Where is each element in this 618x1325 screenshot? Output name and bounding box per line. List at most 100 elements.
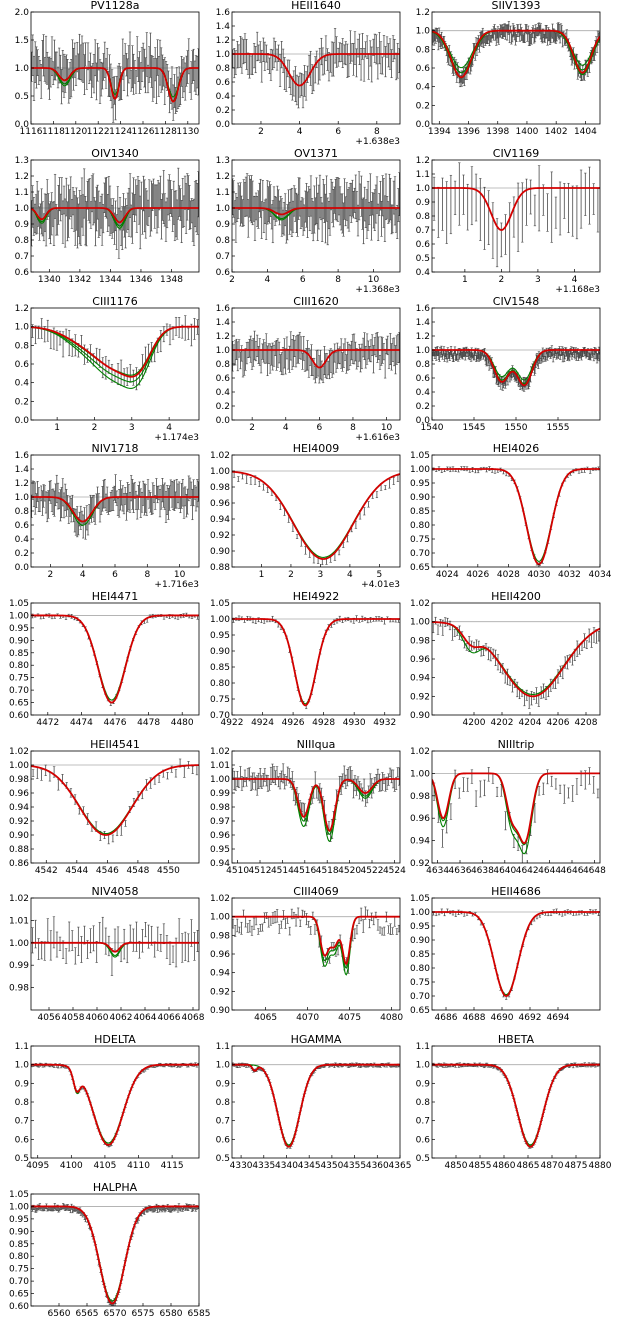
data-point — [436, 624, 440, 635]
data-point — [590, 633, 593, 648]
data-point — [550, 775, 553, 787]
data-point — [278, 924, 281, 934]
y-tick-label: 1.0 — [15, 1061, 30, 1071]
data-point — [147, 924, 150, 949]
data-point — [303, 350, 307, 372]
y-tick-label: 1.1 — [15, 1042, 29, 1052]
x-tick-label: 6580 — [160, 1309, 183, 1319]
data-point — [384, 777, 387, 792]
data-point — [241, 473, 244, 480]
data-point — [174, 316, 178, 336]
y-tick-label: 0.88 — [210, 563, 230, 573]
data-point — [124, 198, 127, 249]
y-tick-label: 0.80 — [9, 661, 29, 671]
axes-frame — [231, 454, 401, 568]
x-tick-label: 4636 — [449, 866, 472, 876]
data-point — [232, 344, 236, 366]
data-point — [320, 360, 324, 381]
data-point — [191, 766, 194, 774]
panel-siiv1393: SIIV1393 1394 1396 1398 1400 1402 1404 0.0 0.2 0.… — [416, 0, 601, 137]
data-point — [567, 182, 570, 233]
y-tick-label: 1.2 — [416, 8, 430, 18]
data-point — [270, 345, 273, 366]
data-point — [337, 549, 341, 556]
y-tick-label: 0.90 — [410, 711, 430, 721]
data-point — [280, 770, 283, 783]
x-tick-label: 4548 — [126, 866, 149, 876]
data-point — [139, 488, 142, 518]
data-point — [274, 770, 277, 786]
data-point — [583, 347, 587, 357]
y-tick-label: 1.0 — [216, 50, 231, 60]
y-tick-label: 1.02 — [9, 747, 29, 757]
x-tick-label: 4026 — [466, 570, 489, 580]
panel-hei4009: HEI4009 1 2 3 4 5 0.88 0.90 0.92 0.94 0.96 0.98 1.00… — [210, 442, 401, 590]
y-tick-label: 0.85 — [410, 507, 430, 517]
x-tick-label: 4514 — [271, 866, 294, 876]
data-point — [299, 336, 303, 360]
data-point — [332, 352, 335, 375]
data-point — [350, 43, 354, 62]
x-tick-label: 4110 — [127, 1161, 150, 1171]
alt-model-curve — [232, 618, 400, 705]
y-tick-label: 1.6 — [15, 451, 30, 461]
data-point — [144, 188, 147, 239]
panel-title: HEII4686 — [491, 885, 541, 898]
axes-frame — [231, 159, 401, 273]
axes-frame — [30, 897, 200, 1011]
data-point — [236, 182, 240, 219]
x-tick-label: 4350 — [320, 1161, 343, 1171]
data-point — [304, 546, 307, 555]
data-point — [168, 941, 172, 965]
model-curve — [232, 207, 400, 216]
plot-area — [31, 315, 199, 391]
data-point — [336, 47, 340, 67]
data-point — [297, 76, 300, 109]
data-point — [77, 926, 80, 956]
y-tick-label: 1.00 — [210, 467, 230, 477]
y-tick-label: 0.90 — [410, 493, 430, 503]
data-point — [342, 343, 345, 368]
data-point — [67, 184, 70, 238]
data-point — [138, 51, 141, 94]
panel-title: PV1128a — [91, 0, 140, 12]
data-point — [269, 916, 273, 926]
y-tick-label: 0.4 — [216, 92, 231, 102]
y-tick-label: 0.8 — [216, 64, 231, 74]
plot-area — [432, 767, 600, 863]
data-point — [388, 173, 391, 223]
data-point — [466, 183, 469, 231]
data-point — [129, 364, 132, 383]
data-point — [351, 334, 355, 364]
data-point — [533, 194, 537, 227]
data-point — [254, 341, 258, 362]
y-tick-label: 1.02 — [210, 894, 230, 904]
x-tick-label: 4474 — [70, 718, 93, 728]
data-point — [57, 779, 60, 791]
plot-area — [432, 616, 600, 709]
x-tick-label: 10 — [381, 423, 393, 433]
data-point — [301, 74, 305, 109]
data-point — [43, 941, 46, 961]
x-offset-label: +1.368e3 — [355, 285, 400, 295]
model-curve — [31, 614, 199, 704]
data-point — [275, 340, 278, 371]
y-tick-label: 1.2 — [216, 172, 230, 182]
data-point — [327, 360, 330, 376]
data-point — [76, 197, 79, 249]
data-point — [355, 924, 359, 935]
data-point — [483, 779, 486, 797]
data-point — [441, 829, 444, 848]
data-point — [441, 177, 444, 231]
data-point — [96, 42, 99, 82]
data-point — [396, 333, 400, 363]
x-tick-label: 4 — [297, 127, 303, 137]
alt-model-curve — [432, 772, 600, 846]
x-tick-label: 4060 — [86, 1013, 109, 1023]
data-point — [309, 926, 312, 935]
x-tick-label: 4068 — [182, 1013, 205, 1023]
x-tick-label: 4 — [265, 275, 271, 285]
data-point — [512, 196, 516, 238]
y-tick-label: 1.0 — [15, 493, 30, 503]
alt-model-curve — [232, 916, 400, 976]
